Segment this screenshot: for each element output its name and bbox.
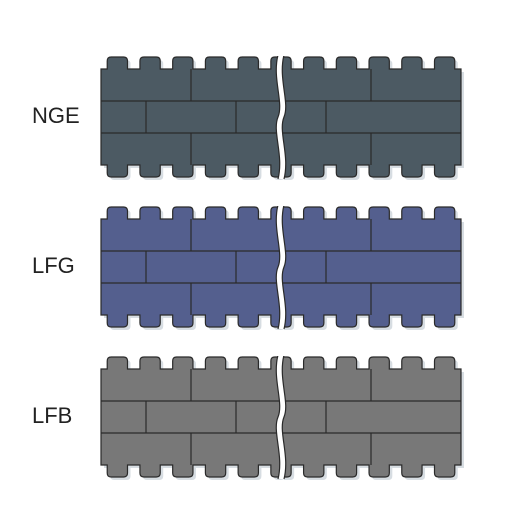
belt-graphic-lfg [100,206,460,331]
belt-graphic-lfb [100,356,460,481]
belt-label-lfg: LFG [32,253,75,279]
belt-label-nge: NGE [32,103,80,129]
belt-type-diagram: NGE LFG LFB [0,0,512,512]
belt-label-lfb: LFB [32,403,72,429]
belt-graphic-nge [100,56,460,181]
